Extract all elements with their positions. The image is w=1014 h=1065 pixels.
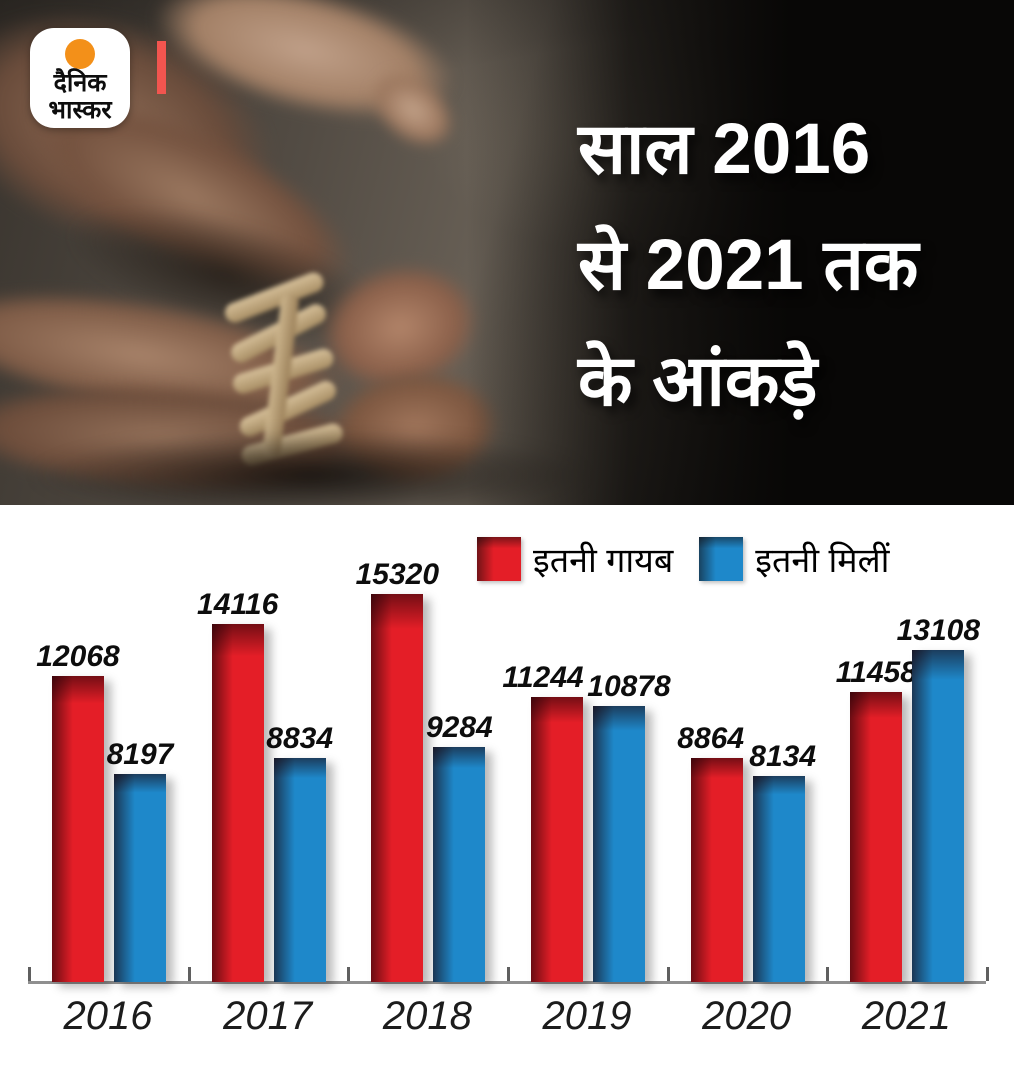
red-accent-bar bbox=[157, 41, 166, 94]
legend-swatch-missing bbox=[477, 537, 521, 581]
legend-label-missing: इतनी गायब bbox=[533, 542, 674, 580]
bar-found-2018 bbox=[433, 747, 486, 982]
page-title: साल 2016 से 2021 तक के आंकड़े bbox=[578, 92, 1008, 440]
x-axis-label-2016: 2016 bbox=[63, 994, 153, 1038]
x-axis-line bbox=[28, 981, 986, 984]
value-label-found-2017: 8834 bbox=[266, 722, 334, 755]
bar-missing-2020 bbox=[690, 758, 743, 982]
axis-tick bbox=[187, 967, 191, 981]
chart-legend: इतनी गायब इतनी मिलीं bbox=[477, 537, 889, 581]
bar-found-2020 bbox=[752, 776, 805, 982]
title-line-3: के आंकड़े bbox=[578, 342, 818, 421]
x-axis-label-2021: 2021 bbox=[861, 994, 951, 1038]
value-label-found-2019: 10878 bbox=[587, 670, 671, 703]
title-line-1: साल 2016 bbox=[578, 110, 871, 189]
value-label-found-2020: 8134 bbox=[749, 740, 817, 773]
legend-label-found: इतनी मिलीं bbox=[755, 542, 890, 580]
plot-area: 2016 12068 8197 2017 14116 8834 2018 15320 9284 2… bbox=[0, 505, 1014, 1065]
logo-text-line1: दैनिक bbox=[53, 69, 107, 97]
x-axis-label-2020: 2020 bbox=[702, 994, 792, 1038]
value-label-missing-2017: 14116 bbox=[197, 588, 279, 621]
bar-missing-2016 bbox=[52, 676, 104, 982]
bar-found-2017 bbox=[273, 758, 326, 982]
title-line-2: से 2021 तक bbox=[578, 226, 919, 305]
axis-tick bbox=[666, 967, 670, 981]
bar-missing-2018 bbox=[371, 594, 424, 982]
value-label-missing-2016: 12068 bbox=[36, 640, 120, 673]
axis-tick bbox=[507, 967, 510, 981]
logo-sun-icon bbox=[65, 39, 95, 69]
axis-tick bbox=[826, 967, 830, 981]
value-label-missing-2020: 8864 bbox=[677, 722, 745, 755]
x-axis-label-2019: 2019 bbox=[542, 994, 632, 1038]
bar-found-2016 bbox=[114, 774, 166, 982]
bar-missing-2019 bbox=[531, 697, 583, 982]
value-label-found-2021: 13108 bbox=[896, 614, 981, 647]
hero-dark-overlay bbox=[0, 0, 1014, 505]
axis-tick bbox=[28, 967, 31, 981]
axis-tick bbox=[347, 967, 351, 981]
logo-text-line2: भास्कर bbox=[48, 96, 112, 124]
axis-tick bbox=[986, 967, 989, 981]
bar-missing-2017 bbox=[211, 624, 264, 982]
value-label-missing-2018: 15320 bbox=[355, 558, 440, 591]
dainik-bhaskar-logo: दैनिक भास्कर bbox=[30, 28, 130, 128]
x-axis-label-2018: 2018 bbox=[382, 994, 472, 1038]
x-axis-label-2017: 2017 bbox=[223, 994, 313, 1038]
value-label-found-2016: 8197 bbox=[106, 738, 174, 771]
hero-photo: दैनिक भास्कर साल 2016 से 2021 तक के आंकड… bbox=[0, 0, 1014, 505]
legend-swatch-found bbox=[699, 537, 744, 581]
bar-found-2021 bbox=[912, 650, 965, 982]
value-label-missing-2019: 11244 bbox=[502, 661, 584, 694]
bar-chart: इतनी गायब इतनी मिलीं 2016 12068 8197 2017 14… bbox=[0, 505, 1014, 1065]
bar-missing-2021 bbox=[850, 692, 903, 982]
value-label-found-2018: 9284 bbox=[425, 711, 493, 744]
value-label-missing-2021: 11458 bbox=[835, 656, 917, 689]
bar-found-2019 bbox=[593, 706, 645, 982]
